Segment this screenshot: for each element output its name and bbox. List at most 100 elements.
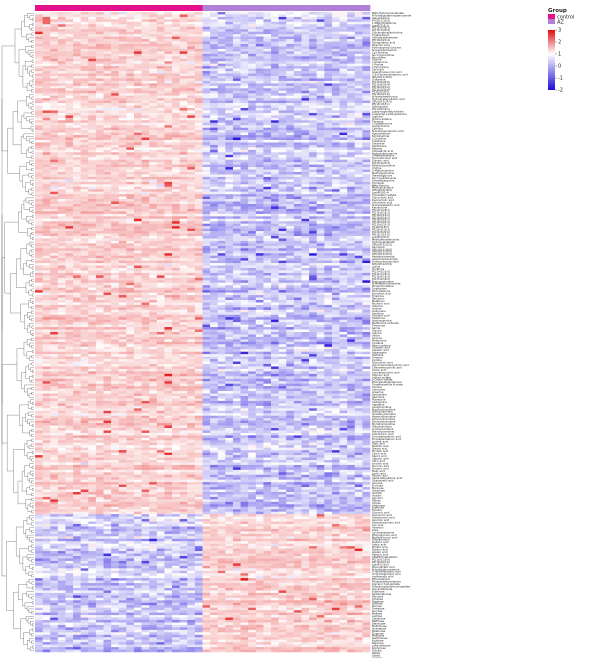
heatmap-cell — [57, 260, 66, 264]
heatmap-cell — [73, 24, 81, 28]
heatmap-cell — [331, 218, 340, 222]
heatmap-cell — [301, 19, 310, 23]
heatmap-cell — [225, 85, 234, 89]
dendrogram-branch — [31, 111, 34, 115]
heatmap-cell — [301, 236, 310, 239]
heatmap-cell — [65, 226, 74, 229]
heatmap-cell — [347, 61, 356, 64]
dendrogram-branch — [26, 216, 33, 223]
heatmap-cell — [316, 61, 325, 64]
heatmap-cell — [133, 147, 142, 151]
dendrogram-branch — [29, 629, 33, 635]
heatmap-cell — [286, 243, 295, 247]
heatmap-cell — [50, 132, 59, 136]
heatmap-cell — [232, 149, 241, 153]
annotation-cell — [362, 5, 371, 11]
annotation-cell — [202, 5, 211, 11]
heatmap-cell — [210, 240, 218, 244]
heatmap-cell — [187, 179, 196, 183]
heatmap-cell — [88, 16, 97, 20]
heatmap-cell — [362, 186, 371, 190]
heatmap-cell — [35, 221, 43, 224]
heatmap-cell — [362, 98, 371, 101]
heatmap-cell — [316, 184, 325, 188]
heatmap-cell — [248, 68, 257, 72]
heatmap-cell — [35, 231, 43, 234]
heatmap-cell — [263, 56, 272, 60]
heatmap-cell — [103, 179, 112, 183]
heatmap-cell — [293, 174, 302, 178]
heatmap-cell — [316, 44, 325, 47]
heatmap-cell — [73, 181, 81, 185]
heatmap-cell — [133, 53, 142, 57]
heatmap-cell — [347, 73, 356, 77]
heatmap-cell — [331, 127, 340, 131]
heatmap-cell — [111, 157, 119, 160]
heatmap-cell — [65, 253, 74, 256]
heatmap-cell — [65, 85, 74, 89]
heatmap-cell — [331, 103, 340, 106]
heatmap-cell — [172, 172, 180, 175]
heatmap-cell — [35, 48, 43, 52]
heatmap-cell — [255, 125, 264, 128]
heatmap-cell — [35, 142, 43, 146]
heatmap-cell — [179, 162, 188, 165]
heatmap-cell — [42, 44, 51, 47]
heatmap-cell — [187, 85, 196, 89]
heatmap-cell — [210, 147, 218, 151]
heatmap-cell — [271, 21, 279, 25]
heatmap-cell — [65, 105, 74, 109]
heatmap-cell — [347, 108, 356, 111]
heatmap-cell — [278, 258, 287, 261]
heatmap-cell — [156, 117, 165, 121]
heatmap-cell — [179, 19, 188, 23]
heatmap-cell — [194, 31, 203, 35]
heatmap-cell — [354, 248, 363, 252]
heatmap-cell — [65, 26, 74, 30]
heatmap-cell — [164, 226, 173, 229]
heatmap-cell — [80, 71, 89, 74]
heatmap-cell — [362, 127, 371, 131]
heatmap-cell — [42, 157, 51, 160]
heatmap-cell — [103, 29, 112, 32]
heatmap-cell — [217, 144, 226, 148]
heatmap-cell — [141, 199, 150, 202]
heatmap-cell — [210, 233, 218, 237]
heatmap-cell — [73, 61, 81, 64]
heatmap-cell — [73, 120, 81, 124]
heatmap-cell — [309, 93, 317, 96]
heatmap-cell — [65, 16, 74, 20]
heatmap-cell — [286, 122, 295, 126]
heatmap-cell — [133, 26, 142, 30]
heatmap-cell — [255, 223, 264, 227]
heatmap-cell — [293, 226, 302, 229]
heatmap-cell — [225, 115, 234, 119]
heatmap-cell — [232, 206, 241, 210]
heatmap-cell — [164, 120, 173, 124]
heatmap-cell — [286, 238, 295, 242]
heatmap-cell — [164, 127, 173, 131]
heatmap-cell — [278, 260, 287, 264]
heatmap-cell — [126, 204, 135, 207]
heatmap-cell — [141, 85, 150, 89]
heatmap-cell — [50, 140, 59, 143]
heatmap-cell — [354, 268, 363, 271]
heatmap-cell — [240, 226, 249, 229]
heatmap-cell — [156, 226, 165, 229]
heatmap-cell — [210, 236, 218, 239]
heatmap-cell — [187, 245, 196, 249]
heatmap-cell — [187, 44, 196, 47]
heatmap-cell — [286, 78, 295, 82]
heatmap-cell — [149, 117, 158, 121]
heatmap-cell — [210, 159, 218, 163]
heatmap-cell — [118, 122, 127, 126]
heatmap-cell — [316, 255, 325, 259]
heatmap-cell — [293, 248, 302, 252]
heatmap-cell — [339, 162, 348, 165]
heatmap-cell — [103, 154, 112, 158]
heatmap-cell — [240, 253, 249, 256]
heatmap-cell — [225, 250, 234, 254]
heatmap-cell — [133, 80, 142, 84]
heatmap-cell — [354, 71, 363, 74]
heatmap-cell — [339, 26, 348, 30]
